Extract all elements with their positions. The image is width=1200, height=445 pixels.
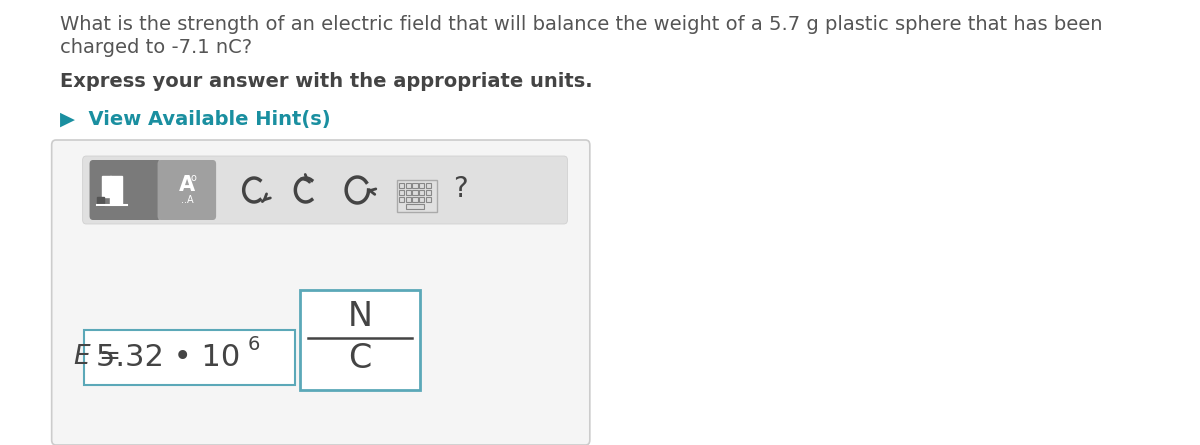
Bar: [426, 190, 431, 195]
FancyBboxPatch shape: [157, 160, 216, 220]
Bar: [110, 176, 122, 204]
Bar: [413, 197, 418, 202]
Bar: [406, 204, 425, 209]
Bar: [398, 197, 404, 202]
Bar: [398, 190, 404, 195]
FancyBboxPatch shape: [90, 160, 161, 220]
Text: 6: 6: [248, 336, 260, 355]
Bar: [397, 180, 437, 212]
Text: What is the strength of an electric field that will balance the weight of a 5.7 : What is the strength of an electric fiel…: [60, 15, 1103, 34]
Bar: [97, 197, 104, 205]
Text: 5.32 • 10: 5.32 • 10: [96, 343, 241, 372]
Bar: [413, 190, 418, 195]
Bar: [398, 183, 404, 188]
Bar: [406, 190, 410, 195]
Text: ▶  View Available Hint(s): ▶ View Available Hint(s): [60, 110, 331, 129]
Text: o: o: [191, 173, 197, 183]
Bar: [406, 197, 410, 202]
Text: A: A: [179, 175, 194, 195]
Text: E =: E =: [74, 344, 121, 370]
Bar: [406, 183, 410, 188]
Text: C: C: [348, 342, 372, 375]
FancyBboxPatch shape: [300, 290, 420, 390]
Bar: [419, 183, 425, 188]
FancyBboxPatch shape: [83, 156, 568, 224]
Text: ?: ?: [454, 175, 468, 203]
Bar: [426, 197, 431, 202]
Text: charged to -7.1 nC?: charged to -7.1 nC?: [60, 38, 252, 57]
Text: Express your answer with the appropriate units.: Express your answer with the appropriate…: [60, 72, 593, 91]
Text: N: N: [348, 300, 372, 333]
Bar: [419, 197, 425, 202]
FancyBboxPatch shape: [84, 330, 295, 385]
FancyBboxPatch shape: [52, 140, 590, 445]
Bar: [413, 183, 418, 188]
Bar: [426, 183, 431, 188]
Bar: [419, 190, 425, 195]
Bar: [102, 176, 112, 197]
Text: ..A: ..A: [180, 195, 193, 205]
